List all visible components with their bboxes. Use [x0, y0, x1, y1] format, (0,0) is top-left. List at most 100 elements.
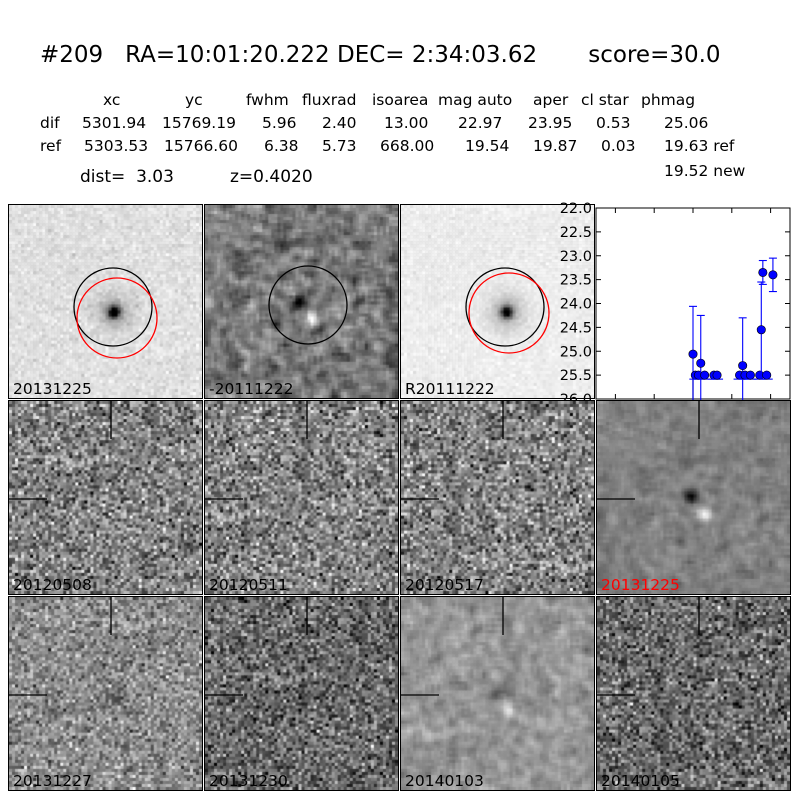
- table-cell: 19.54: [465, 137, 510, 155]
- crosshair: [597, 401, 700, 500]
- crosshair: [9, 401, 112, 500]
- stamp-image: [597, 597, 790, 790]
- stamp-date-label: 20120511: [209, 576, 288, 594]
- col-header-phmag: phmag: [641, 91, 696, 109]
- col-header-clstar: cl star: [581, 91, 629, 109]
- table-cell: 2.40: [322, 114, 357, 132]
- data-point: [700, 370, 710, 380]
- table-cell: 5.73: [322, 137, 357, 155]
- candidate-title: #209 RA=10:01:20.222 DEC= 2:34:03.62 sco…: [40, 42, 721, 68]
- stamp-image: [205, 597, 398, 790]
- red-aperture-circle: [76, 277, 158, 359]
- col-header-fluxrad: fluxrad: [302, 91, 357, 109]
- stamp-date-label: 20131227: [13, 772, 92, 790]
- col-header-isoarea: isoarea: [372, 91, 429, 109]
- black-aperture-circle: [465, 267, 545, 347]
- table-cell: 19.63 ref: [664, 137, 735, 155]
- y-tick-label: 25.0: [560, 344, 592, 360]
- data-point: [758, 267, 768, 277]
- crosshair: [401, 597, 504, 696]
- stamp-date-label: 20120517: [405, 576, 484, 594]
- crosshair: [401, 401, 504, 500]
- col-header-xc: xc: [103, 91, 121, 109]
- aperture-circles: [73, 267, 158, 359]
- crosshair: [205, 597, 308, 696]
- stamp-panel: 20131227: [8, 596, 203, 791]
- stamp-panel: 20131225: [596, 400, 791, 595]
- col-header-yc: yc: [185, 91, 203, 109]
- stamp-image: [9, 597, 202, 790]
- data-point: [762, 370, 772, 380]
- difference-image-panel: -20111222: [204, 204, 399, 399]
- black-aperture-circle: [73, 267, 153, 347]
- table-cell: 19.87: [533, 137, 578, 155]
- stamp-image: [205, 401, 398, 594]
- y-tick-label: 26.0: [560, 392, 592, 400]
- col-header-fwhm: fwhm: [246, 91, 289, 109]
- panel-label: -20111222: [209, 380, 294, 398]
- crosshair: [597, 597, 700, 696]
- y-tick-label: 23.5: [560, 273, 592, 289]
- table-cell: 22.97: [458, 114, 503, 132]
- panel-label: R20111222: [405, 380, 495, 398]
- row-label-ref: ref: [40, 137, 62, 155]
- y-tick-label: 22.0: [560, 201, 592, 217]
- phmag-new: 19.52 new: [664, 162, 746, 180]
- table-cell: 0.53: [596, 114, 631, 132]
- crosshair: [9, 597, 112, 696]
- table-cell: 6.38: [264, 137, 299, 155]
- stamp-date-label: 20131230: [209, 772, 288, 790]
- light-curve-chart: 22.022.523.023.524.024.525.025.526.0−100…: [560, 201, 791, 400]
- table-cell: 13.00: [384, 114, 429, 132]
- table-cell: 5303.53: [84, 137, 149, 155]
- table-cell: 5.96: [262, 114, 297, 132]
- stamp-panel: 20131230: [204, 596, 399, 791]
- dist-value: dist= 3.03: [80, 167, 174, 187]
- table-cell: 5301.94: [82, 114, 147, 132]
- data-point: [688, 349, 698, 359]
- row-label-dif: dif: [40, 114, 60, 132]
- red-aperture-circle: [468, 272, 550, 354]
- stamp-date-label: 20131225: [601, 576, 680, 594]
- stamp-panel: 20120511: [204, 400, 399, 595]
- reference-image-panel: R20111222: [400, 204, 595, 399]
- data-point: [768, 270, 778, 280]
- stamp-panel: 20120517: [400, 400, 595, 595]
- y-tick-label: 24.5: [560, 320, 592, 336]
- new-image: [9, 205, 202, 398]
- col-header-magauto: mag auto: [438, 91, 513, 109]
- y-tick-label: 22.5: [560, 225, 592, 241]
- panel-label: 20131225: [13, 380, 92, 398]
- stamp-panel: 20140103: [400, 596, 595, 791]
- data-point: [745, 370, 755, 380]
- table-cell: 23.95: [528, 114, 573, 132]
- col-header-aper: aper: [533, 91, 569, 109]
- y-tick-label: 25.5: [560, 368, 592, 384]
- table-cell: 668.00: [380, 137, 435, 155]
- data-point: [738, 361, 748, 371]
- stamp-image: [401, 597, 594, 790]
- y-tick-label: 24.0: [560, 297, 592, 313]
- stamp-date-label: 20140103: [405, 772, 484, 790]
- aperture-circles: [465, 267, 550, 354]
- difference-image: [205, 205, 398, 398]
- stamp-panel: 20120508: [8, 400, 203, 595]
- table-cell: 15769.19: [162, 114, 236, 132]
- table-cell: 0.03: [601, 137, 636, 155]
- data-point: [756, 325, 766, 335]
- data-point: [712, 370, 722, 380]
- new-image-panel: 20131225: [8, 204, 203, 399]
- stamp-date-label: 20140105: [601, 772, 680, 790]
- y-tick-label: 23.0: [560, 249, 592, 265]
- table-cell: 25.06: [664, 114, 709, 132]
- crosshair: [205, 401, 308, 500]
- stamp-image: [597, 401, 790, 594]
- stamp-date-label: 20120508: [13, 576, 92, 594]
- reference-image: [401, 205, 594, 398]
- table-cell: 15766.60: [164, 137, 238, 155]
- stamp-image: [401, 401, 594, 594]
- aperture-circles: [268, 265, 348, 345]
- stamp-image: [9, 401, 202, 594]
- redshift-value: z=0.4020: [230, 167, 313, 187]
- data-point: [696, 358, 706, 368]
